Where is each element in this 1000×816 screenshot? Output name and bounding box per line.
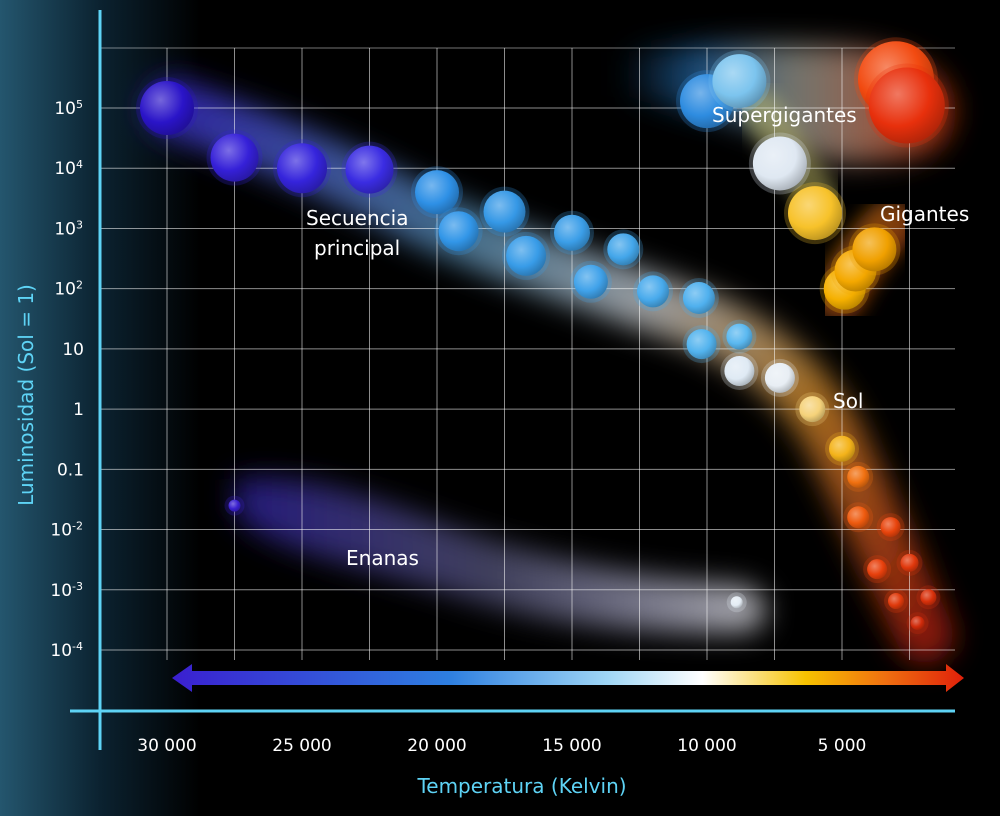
star-main xyxy=(799,396,826,423)
x-axis-title: Temperatura (Kelvin) xyxy=(416,774,626,798)
y-tick-label: 10-3 xyxy=(50,579,83,601)
star-main xyxy=(483,190,526,233)
star-giants xyxy=(788,186,842,241)
y-tick-label: 105 xyxy=(54,98,83,120)
y-axis-title: Luminosidad (Sol = 1) xyxy=(14,284,38,506)
star-main xyxy=(686,329,717,360)
star-main xyxy=(920,589,937,606)
label-sun: Sol xyxy=(833,389,864,413)
star-main xyxy=(277,143,327,194)
star-main xyxy=(345,145,394,194)
y-tick-label: 10-2 xyxy=(50,519,83,541)
stars xyxy=(136,37,949,635)
label-main-sequence-line2: principal xyxy=(314,236,400,260)
x-tick-label: 15 000 xyxy=(542,736,601,756)
label-main-sequence-line1: Secuencia xyxy=(306,206,408,230)
star-main xyxy=(140,81,194,135)
star-supergiants xyxy=(868,67,945,144)
label-dwarfs: Enanas xyxy=(346,546,419,570)
label-supergiants: Supergigantes xyxy=(712,103,857,127)
x-tick-label: 30 000 xyxy=(137,736,196,756)
star-main xyxy=(867,559,888,580)
star-main xyxy=(724,355,755,386)
star-main xyxy=(573,264,608,299)
y-tick-label: 102 xyxy=(54,278,83,300)
star-main xyxy=(554,214,590,251)
star-main xyxy=(726,323,753,350)
star-main xyxy=(415,170,459,215)
star-main xyxy=(880,517,901,538)
star-main xyxy=(637,275,669,308)
dwarf-glow xyxy=(235,478,766,633)
star-main xyxy=(888,593,904,610)
star-main xyxy=(847,506,870,529)
star-main xyxy=(210,133,259,182)
label-giants: Gigantes xyxy=(880,202,969,226)
star-main xyxy=(438,211,479,252)
y-tick-label: 1 xyxy=(73,400,84,420)
star-main xyxy=(847,465,870,488)
star-main xyxy=(506,235,547,276)
star-main xyxy=(682,281,715,314)
star-supergiants xyxy=(712,54,767,109)
x-tick-label: 5 000 xyxy=(818,736,867,756)
y-tick-label: 104 xyxy=(54,158,83,180)
y-tick-label: 10 xyxy=(62,340,84,360)
x-tick-label: 20 000 xyxy=(407,736,466,756)
star-main xyxy=(900,553,919,572)
x-tick-label: 10 000 xyxy=(677,736,736,756)
temperature-color-arrow xyxy=(172,664,964,692)
star-dwarfs xyxy=(730,596,743,609)
y-tick-label: 0.1 xyxy=(57,460,84,480)
x-tick-label: 25 000 xyxy=(272,736,331,756)
star-giants xyxy=(852,227,897,272)
star-main xyxy=(607,233,640,266)
star-main xyxy=(910,616,925,631)
star-main xyxy=(764,362,795,393)
y-tick-label: 103 xyxy=(54,218,83,240)
grid xyxy=(100,47,955,660)
y-tick-label: 10-4 xyxy=(50,640,83,662)
star-main xyxy=(829,435,855,462)
region-labels: Secuencia principal Supergigantes Gigantes S… xyxy=(306,103,969,570)
star-dwarfs xyxy=(228,499,241,512)
star-supergiants xyxy=(752,136,807,191)
